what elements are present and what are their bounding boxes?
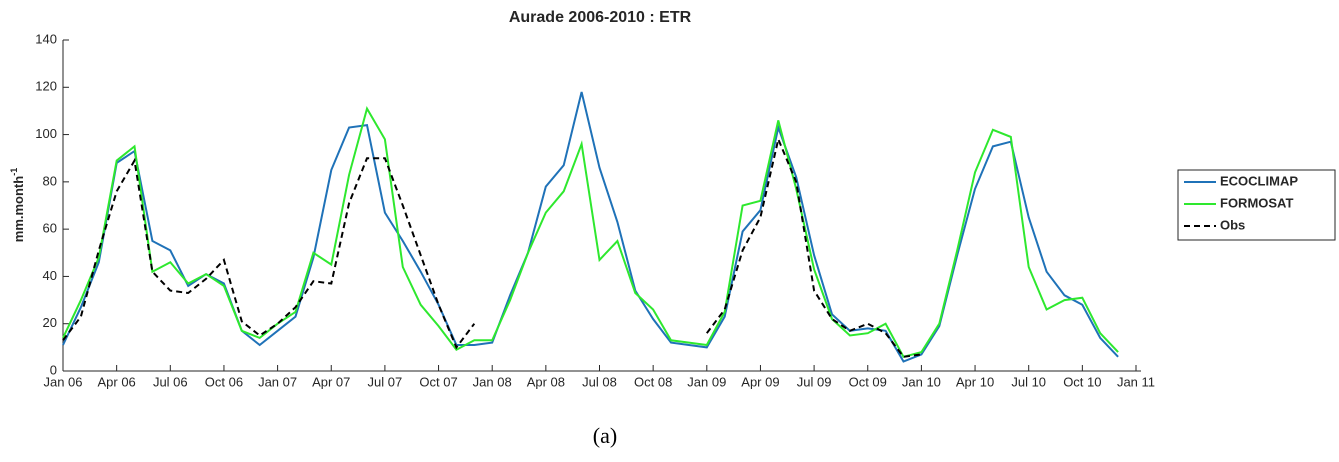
x-tick-label: Jan 07 xyxy=(258,374,297,389)
x-tick-label: Jan 06 xyxy=(43,374,82,389)
series-line xyxy=(62,106,1119,358)
x-tick-label: Jul 06 xyxy=(153,374,188,389)
x-tick-label: Apr 06 xyxy=(97,374,135,389)
legend-label: FORMOSAT xyxy=(1220,195,1293,210)
x-tick-label: Oct 10 xyxy=(1063,374,1101,389)
x-tick-label: Oct 08 xyxy=(634,374,672,389)
x-tick-label: Apr 09 xyxy=(741,374,779,389)
y-tick-label: 120 xyxy=(35,79,57,94)
x-tick-label: Jul 09 xyxy=(797,374,832,389)
x-tick-label: Oct 09 xyxy=(849,374,887,389)
x-tick-label: Apr 10 xyxy=(956,374,994,389)
series-line xyxy=(62,136,922,358)
x-tick-label: Jul 10 xyxy=(1011,374,1046,389)
x-tick-label: Oct 07 xyxy=(419,374,457,389)
x-tick-label: Apr 08 xyxy=(527,374,565,389)
x-tick-label: Jul 07 xyxy=(368,374,403,389)
y-label-sup: -1 xyxy=(9,168,19,176)
y-tick-label: 40 xyxy=(43,268,57,283)
y-tick-label: 140 xyxy=(35,31,57,46)
caption: (a) xyxy=(593,423,617,448)
y-label-text: mm.month xyxy=(11,176,26,243)
x-tick-label: Jan 09 xyxy=(687,374,726,389)
x-tick-label: Jan 10 xyxy=(902,374,941,389)
series-line xyxy=(62,91,1119,363)
y-tick-label: 0 xyxy=(50,362,57,377)
x-tick-label: Jul 08 xyxy=(582,374,617,389)
legend-label: Obs xyxy=(1220,217,1245,232)
y-axis-label: mm.month-1 xyxy=(9,168,26,242)
y-tick-label: 80 xyxy=(43,173,57,188)
chart-title: Aurade 2006-2010 : ETR xyxy=(509,9,692,26)
x-tick-label: Oct 06 xyxy=(205,374,243,389)
x-tick-label: Jan 11 xyxy=(1117,374,1155,389)
y-tick-label: 60 xyxy=(43,221,57,236)
y-tick-label: 20 xyxy=(43,315,57,330)
x-tick-label: Apr 07 xyxy=(312,374,350,389)
y-tick-label: 100 xyxy=(35,126,57,141)
legend-label: ECOCLIMAP xyxy=(1220,173,1298,188)
x-tick-label: Jan 08 xyxy=(473,374,512,389)
